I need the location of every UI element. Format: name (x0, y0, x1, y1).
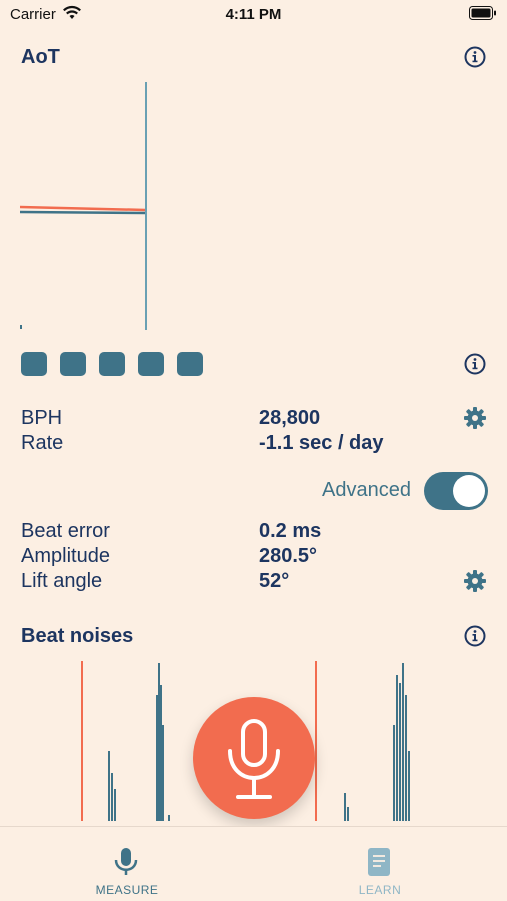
advanced-label: Advanced (322, 479, 411, 501)
tab-label: MEASURE (95, 883, 159, 897)
gear-icon[interactable] (463, 569, 487, 593)
lift-angle-value: 52° (259, 570, 290, 592)
lift-angle-label: Lift angle (21, 570, 103, 592)
info-icon[interactable] (464, 625, 486, 647)
beat-noises-title: Beat noises (21, 625, 134, 647)
mic-icon (228, 719, 280, 799)
info-icon[interactable] (464, 353, 486, 375)
bph-label: BPH (21, 407, 63, 429)
tab-learn[interactable]: LEARN (320, 827, 440, 901)
beat-error-value: 0.2 ms (259, 520, 322, 542)
amplitude-label: Amplitude (21, 545, 110, 567)
toggle-knob (453, 475, 485, 507)
beat-noise-waveform (81, 661, 410, 821)
bph-value: 28,800 (259, 407, 321, 429)
rate-value: -1.1 sec / day (259, 432, 384, 454)
amplitude-value: 280.5° (259, 545, 318, 567)
waveform-bars (108, 663, 410, 821)
beat-indicator (21, 352, 47, 376)
beat-error-label: Beat error (21, 520, 110, 542)
tab-measure[interactable]: MEASURE (67, 827, 187, 901)
beat-indicator (177, 352, 203, 376)
tab-bar: MEASURE LEARN (0, 826, 507, 901)
mic-icon (114, 848, 138, 875)
book-icon (368, 848, 390, 876)
aot-orange-trace (20, 205, 147, 212)
advanced-toggle[interactable] (424, 472, 488, 510)
gear-icon[interactable] (463, 406, 487, 430)
status-time: 4:11 PM (225, 6, 282, 23)
aot-blue-trace (20, 210, 147, 215)
aot-origin-mark (20, 325, 22, 329)
record-button[interactable] (193, 697, 315, 819)
carrier-label: Carrier (10, 6, 56, 23)
status-bar: Carrier 4:11 PM (0, 0, 507, 30)
battery-icon (469, 6, 496, 20)
aot-title: AoT (21, 46, 60, 68)
beat-indicator (138, 352, 164, 376)
beat-indicator (99, 352, 125, 376)
rate-label: Rate (21, 432, 64, 454)
aot-chart (20, 82, 147, 330)
info-icon[interactable] (464, 46, 486, 68)
beat-indicator (60, 352, 86, 376)
tab-label: LEARN (358, 883, 402, 897)
wifi-icon (63, 5, 81, 19)
